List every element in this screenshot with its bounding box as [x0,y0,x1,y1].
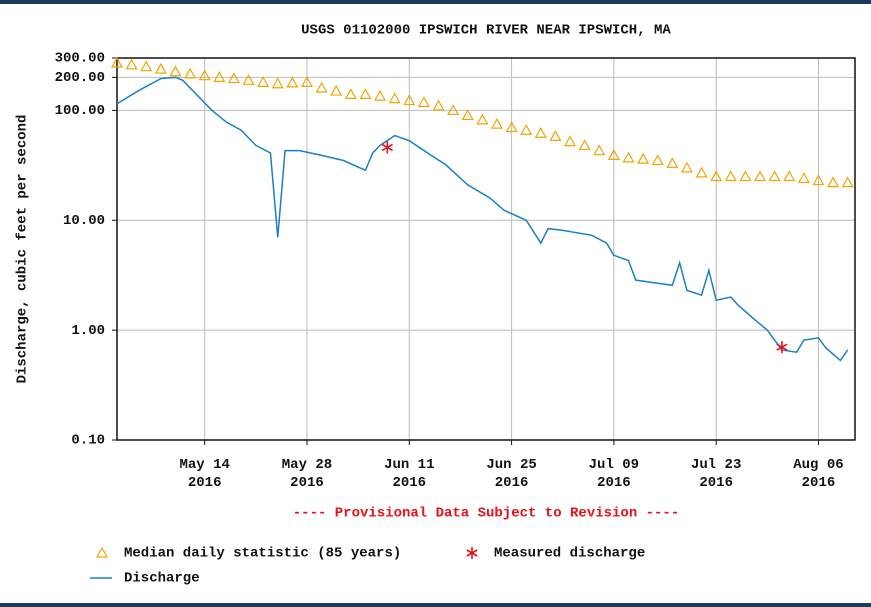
triangle-marker [461,109,474,121]
triangle-marker [140,60,153,72]
triangle-marker [622,151,635,163]
triangle-marker [417,96,430,108]
triangle-marker [242,74,255,85]
triangle-marker [549,130,562,142]
triangle-marker [783,170,796,182]
y-axis-label: Discharge, cubic feet per second [15,115,31,384]
triangle-marker [534,126,547,138]
y-tick-label: 10.00 [63,213,105,229]
triangle-marker [505,121,518,133]
legend-symbol [95,546,109,558]
triangle-marker [739,170,752,182]
triangle-marker [724,170,737,182]
star-marker [776,341,788,354]
triangle-marker [768,170,781,182]
triangle-marker [169,65,182,77]
triangle-marker [344,88,357,99]
triangle-marker [125,58,138,70]
x-tick-label: Jul 23 2016 [691,457,741,491]
triangle-marker [110,56,124,68]
y-tick-label: 200.00 [55,70,105,86]
triangle-marker [388,92,401,104]
triangle-marker [607,149,620,160]
triangle-marker [841,176,854,188]
legend-label: Median daily statistic (85 years) [124,546,401,562]
y-tick-label: 0.10 [71,433,105,449]
triangle-marker [812,174,825,186]
legend-label: Measured discharge [494,546,645,562]
plot-frame [116,57,856,441]
legend-symbol [466,547,478,559]
triangle-marker [447,104,460,116]
triangle-marker [797,172,810,184]
triangle-marker [710,170,723,182]
triangle-marker [213,71,226,82]
triangle-marker [578,139,591,151]
y-tick-label: 300.00 [55,51,105,67]
y-tick-label: 1.00 [71,323,105,339]
x-tick-label: Jun 11 2016 [384,457,434,491]
triangle-marker [753,170,767,182]
triangle-marker [593,144,606,156]
triangle-marker [257,76,270,87]
y-tick-label: 100.00 [55,103,105,119]
triangle-marker [198,69,211,81]
triangle-marker [154,62,167,74]
triangle-marker [520,124,533,135]
triangle-marker [359,88,372,99]
triangle-marker [827,176,840,188]
legend-label: Discharge [124,571,200,587]
triangle-marker [666,157,679,168]
triangle-marker [476,113,489,125]
triangle-marker [184,67,197,79]
triangle-marker [695,166,708,178]
triangle-marker [374,89,387,101]
x-tick-label: May 28 2016 [282,457,332,491]
discharge-line [116,76,849,362]
x-tick-label: Jul 09 2016 [589,457,639,491]
triangle-marker [403,94,416,106]
triangle-marker [271,77,284,89]
triangle-marker [564,135,577,147]
triangle-marker [300,76,313,87]
triangle-marker [432,99,445,111]
triangle-marker [637,152,650,164]
triangle-marker [680,161,693,173]
top-border [0,0,871,4]
x-tick-label: May 14 2016 [179,457,229,491]
x-tick-label: Aug 06 2016 [793,457,843,491]
chart-title: USGS 01102000 IPSWICH RIVER NEAR IPSWICH… [301,23,671,39]
annotation: ---- Provisional Data Subject to Revisio… [293,506,679,522]
bottom-border [0,603,871,607]
triangle-marker [227,72,240,84]
star-marker [381,141,393,154]
triangle-marker [330,84,343,96]
triangle-marker [490,117,503,129]
triangle-marker [315,81,328,93]
triangle-marker [286,76,299,88]
triangle-marker [651,154,664,166]
x-tick-label: Jun 25 2016 [486,457,536,491]
